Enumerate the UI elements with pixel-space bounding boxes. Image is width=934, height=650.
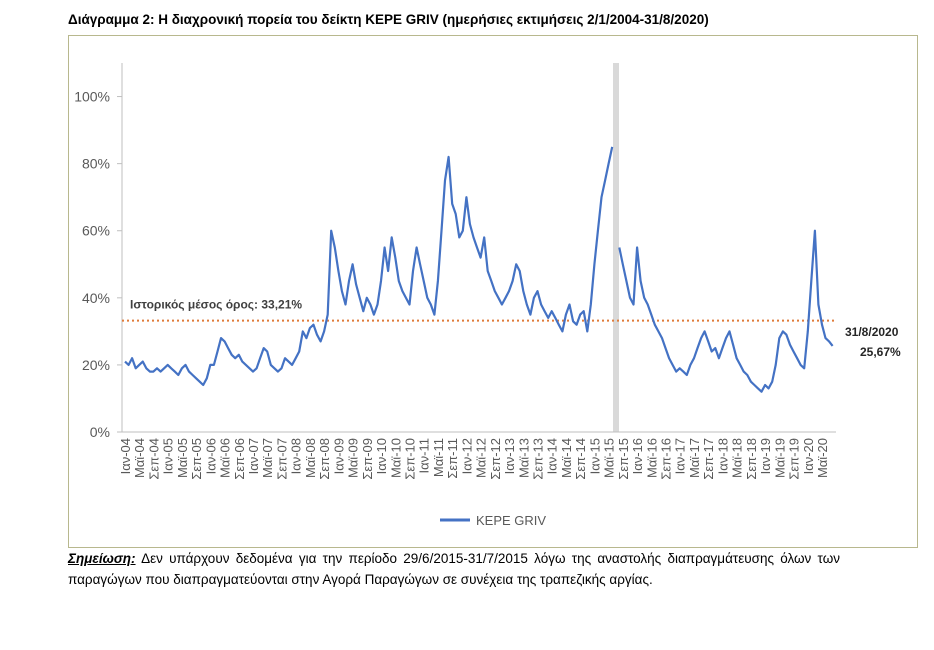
x-tick-label: Ιαν-04 bbox=[118, 438, 133, 474]
x-tick-label: Σεπ-04 bbox=[146, 438, 161, 480]
x-tick-label: Ιαν-11 bbox=[417, 438, 432, 473]
chart-title: Διάγραμμα 2: Η διαχρονική πορεία του δεί… bbox=[68, 12, 709, 27]
x-tick-label: Σεπ-19 bbox=[787, 438, 802, 480]
x-tick-label: Ιαν-18 bbox=[715, 438, 730, 474]
x-tick-label: Σεπ-16 bbox=[659, 438, 674, 480]
x-tick-label: Μαϊ-05 bbox=[175, 438, 190, 478]
note: Σημείωση: Δεν υπάρχουν δεδομένα για την … bbox=[68, 548, 840, 590]
x-tick-label: Ιαν-14 bbox=[545, 438, 560, 474]
x-tick-label: Ιαν-13 bbox=[502, 438, 517, 474]
x-tick-label: Σεπ-18 bbox=[744, 438, 759, 480]
x-tick-label: Ιαν-19 bbox=[758, 438, 773, 474]
x-tick-label: Μαϊ-19 bbox=[772, 438, 787, 478]
y-tick-label: 60% bbox=[82, 223, 110, 239]
x-tick-label: Σεπ-12 bbox=[488, 438, 503, 480]
x-tick-label: Μαϊ-15 bbox=[602, 438, 617, 478]
legend-label: KEPE GRIV bbox=[476, 513, 546, 528]
note-label: Σημείωση: bbox=[68, 551, 136, 566]
chart-border bbox=[68, 35, 918, 548]
x-tick-label: Μαϊ-18 bbox=[730, 438, 745, 478]
x-tick-label: Σεπ-08 bbox=[317, 438, 332, 480]
x-tick-label: Μαϊ-20 bbox=[815, 438, 830, 478]
x-tick-label: Ιαν-17 bbox=[673, 438, 688, 474]
x-tick-label: Μαϊ-09 bbox=[346, 438, 361, 478]
x-tick-label: Ιαν-10 bbox=[374, 438, 389, 474]
x-tick-label: Μαϊ-12 bbox=[474, 438, 489, 478]
y-tick-label: 40% bbox=[82, 290, 110, 306]
x-tick-label: Ιαν-05 bbox=[161, 438, 176, 474]
x-tick-label: Ιαν-12 bbox=[459, 438, 474, 474]
x-tick-label: Σεπ-06 bbox=[232, 438, 247, 480]
x-tick-label: Ιαν-08 bbox=[289, 438, 304, 474]
x-tick-label: Σεπ-09 bbox=[360, 438, 375, 480]
x-tick-label: Μαϊ-06 bbox=[218, 438, 233, 478]
x-tick-label: Ιαν-16 bbox=[630, 438, 645, 474]
x-tick-label: Μαϊ-14 bbox=[559, 438, 574, 478]
gap-band bbox=[613, 63, 619, 432]
x-tick-label: Μαϊ-13 bbox=[516, 438, 531, 478]
x-tick-label: Σεπ-13 bbox=[530, 438, 545, 480]
reference-label: Ιστορικός μέσος όρος: 33,21% bbox=[130, 298, 302, 312]
x-tick-label: Μαϊ-08 bbox=[303, 438, 318, 478]
x-tick-label: Ιαν-20 bbox=[801, 438, 816, 474]
end-date: 31/8/2020 bbox=[845, 325, 899, 339]
note-text: Δεν υπάρχουν δεδομένα για την περίοδο 29… bbox=[68, 551, 840, 587]
data-line bbox=[124, 146, 834, 393]
x-tick-label: Ιαν-07 bbox=[246, 438, 261, 474]
x-tick-label: Σεπ-11 bbox=[445, 438, 460, 479]
x-tick-label: Μαϊ-10 bbox=[388, 438, 403, 478]
end-value: 25,67% bbox=[860, 345, 901, 359]
x-tick-label: Ιαν-06 bbox=[203, 438, 218, 474]
x-tick-label: Σεπ-07 bbox=[274, 438, 289, 480]
x-tick-label: Μαϊ-11 bbox=[431, 438, 446, 477]
x-tick-label: Ιαν-15 bbox=[587, 438, 602, 474]
x-tick-label: Μαϊ-04 bbox=[132, 438, 147, 478]
x-tick-label: Σεπ-14 bbox=[573, 438, 588, 480]
y-tick-label: 80% bbox=[82, 156, 110, 172]
x-tick-label: Σεπ-05 bbox=[189, 438, 204, 480]
x-tick-label: Σεπ-15 bbox=[616, 438, 631, 480]
x-tick-label: Ιαν-09 bbox=[331, 438, 346, 474]
x-tick-label: Σεπ-17 bbox=[701, 438, 716, 480]
y-tick-label: 100% bbox=[74, 89, 110, 105]
y-tick-label: 20% bbox=[82, 357, 110, 373]
x-tick-label: Μαϊ-16 bbox=[644, 438, 659, 478]
x-tick-label: Σεπ-10 bbox=[402, 438, 417, 480]
y-tick-label: 0% bbox=[90, 424, 110, 440]
x-tick-label: Μαϊ-17 bbox=[687, 438, 702, 478]
x-tick-label: Μαϊ-07 bbox=[260, 438, 275, 478]
